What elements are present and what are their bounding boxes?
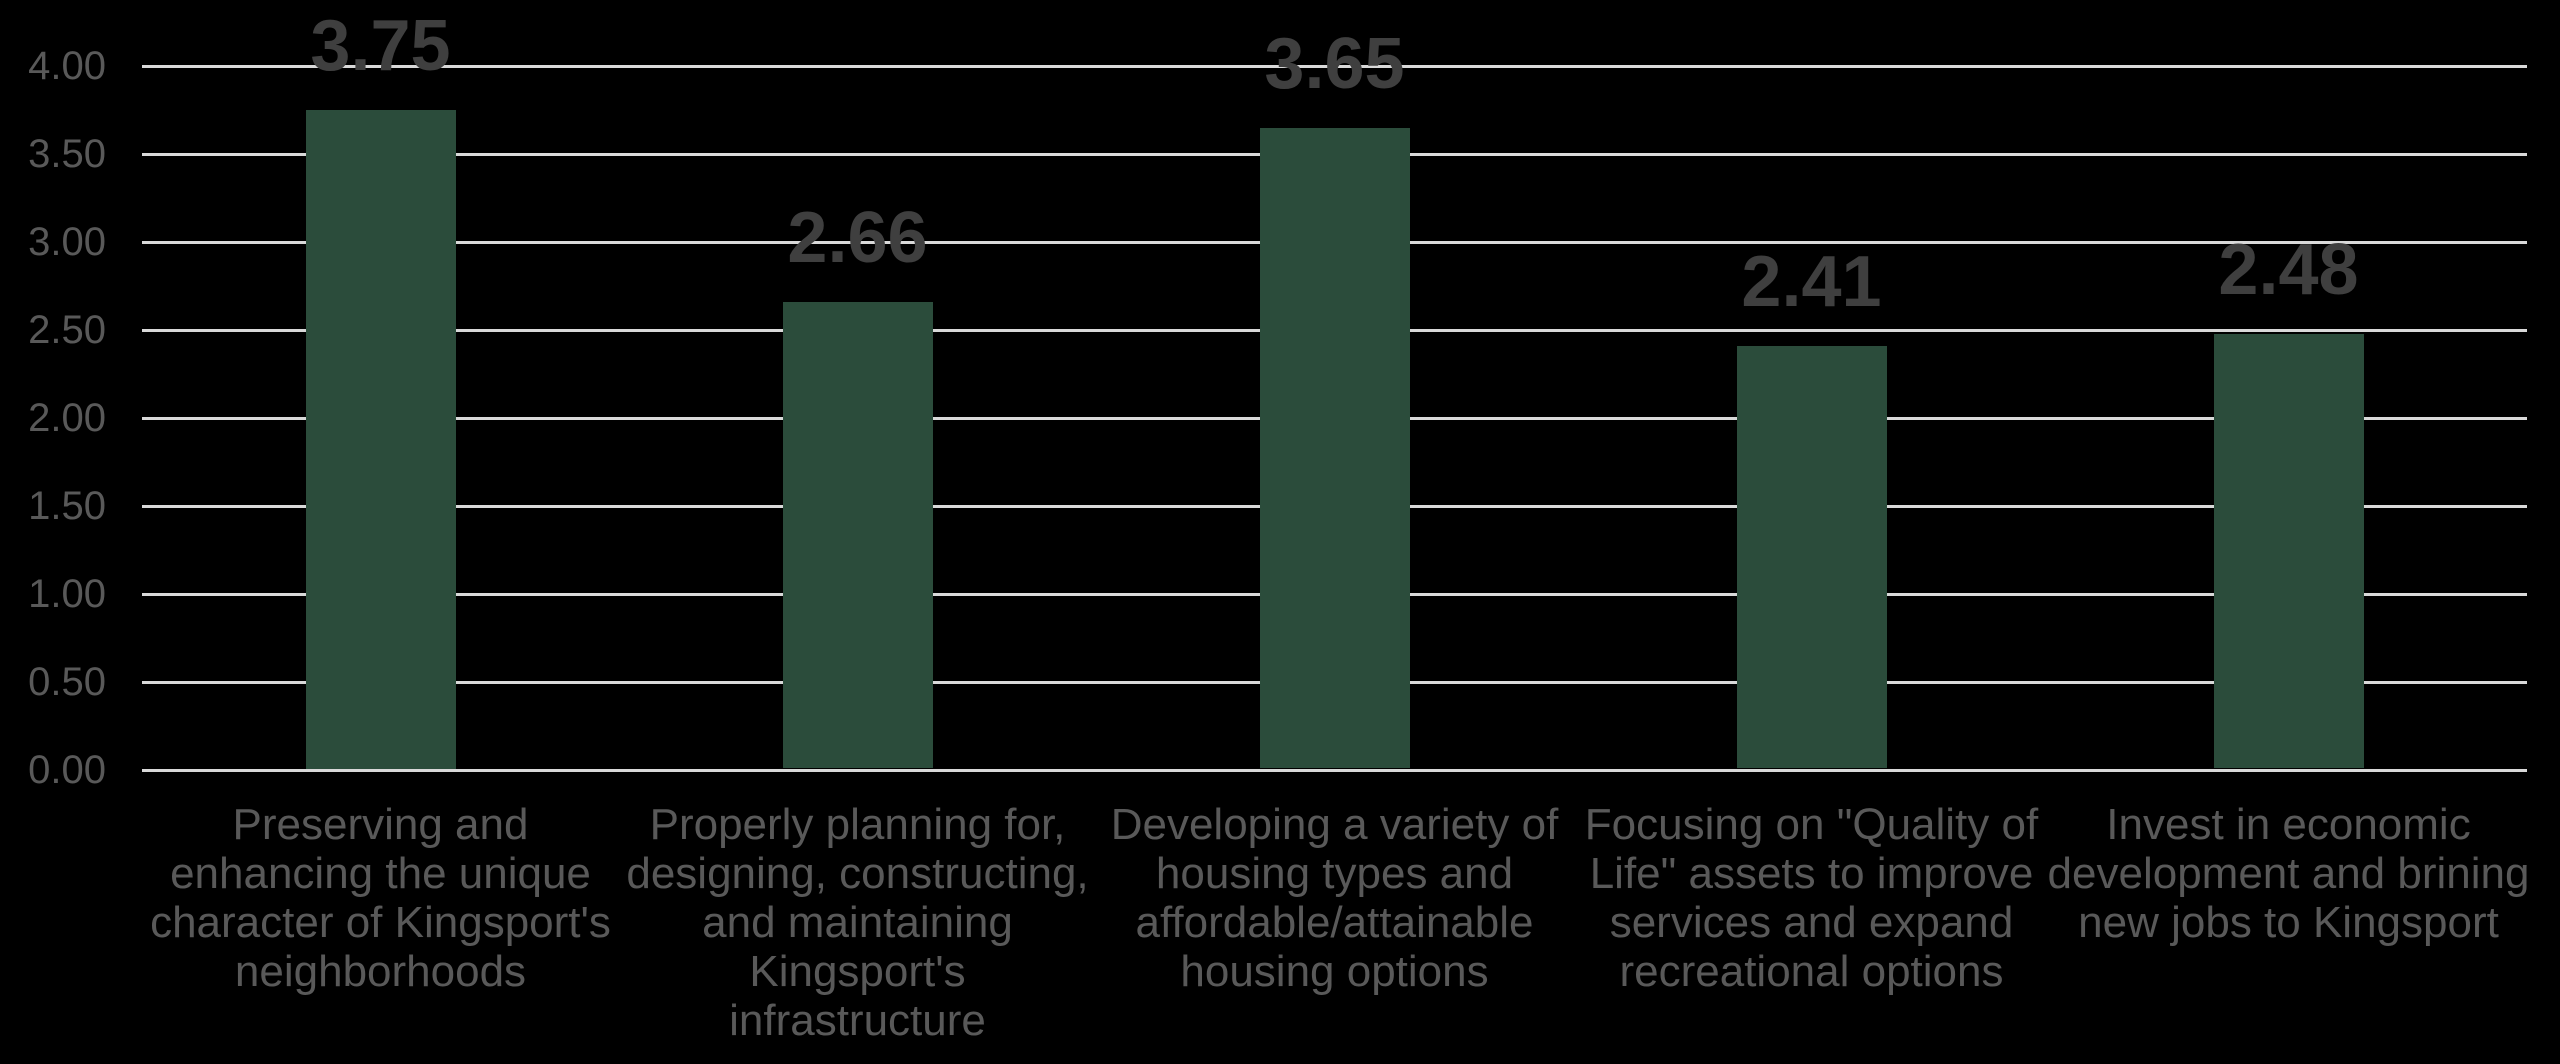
x-axis-category-label: Properly planning for, designing, constr… [626,800,1089,1045]
bar-value-label: 2.41 [1741,241,1882,322]
gridline [142,64,2527,68]
y-axis-tick-label: 0.00 [28,748,106,792]
bar-value-label: 3.75 [310,6,451,86]
bar [782,301,933,769]
y-axis-tick-label: 3.50 [28,132,106,176]
bar-value-label: 2.48 [2218,229,2359,310]
y-axis-tick-label: 2.00 [28,396,106,440]
bar [1259,127,1410,769]
x-axis-category-label: Preserving and enhancing the unique char… [150,800,611,996]
bar-value-label: 2.66 [787,197,928,278]
gridline [142,768,2527,772]
bar-value-label: 3.65 [1264,23,1405,104]
y-axis-tick-label: 1.50 [28,484,106,528]
x-axis-category-label: Developing a variety of housing types an… [1110,800,1559,996]
y-axis-tick-label: 3.00 [28,220,106,264]
y-axis-tick-label: 4.00 [28,44,106,88]
x-axis-category-label: Invest in economic development and brini… [2047,800,2530,947]
bar [305,110,456,769]
y-axis-tick-label: 2.50 [28,308,106,352]
y-axis-tick-label: 1.00 [28,572,106,616]
x-axis-category-label: Focusing on "Quality of Life" assets to … [1584,800,2039,996]
bar [1736,345,1887,769]
y-axis-tick-label: 0.50 [28,660,106,704]
bar [2213,333,2364,769]
